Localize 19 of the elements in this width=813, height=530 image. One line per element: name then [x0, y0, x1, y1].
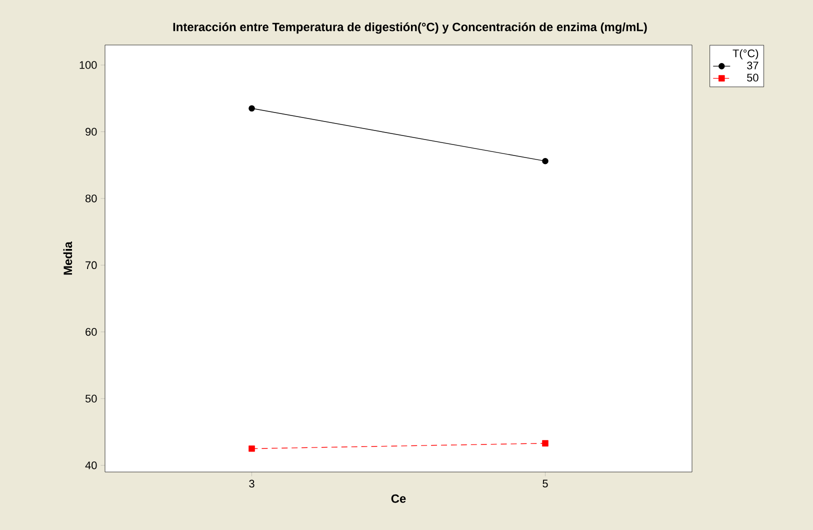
- x-tick-label: 3: [249, 480, 254, 488]
- y-tick-label: 40: [85, 461, 97, 470]
- y-tick-label: 80: [86, 194, 97, 202]
- y-axis-title: Media: [63, 241, 72, 275]
- point: [542, 158, 548, 164]
- chart-title: Interacción entre Temperatura de digestión(°C) y Concentración de enzima (mg/mL): [173, 22, 647, 34]
- point: [248, 446, 255, 452]
- y-tick-label: 70: [86, 261, 97, 270]
- legend-label: 37: [747, 62, 758, 70]
- y-tick-label: 60: [86, 328, 97, 336]
- legend-label: 50: [747, 74, 758, 82]
- legend-title: T(°C): [732, 49, 758, 60]
- x-axis-title: Ce: [391, 494, 406, 503]
- x-tick-label: 5: [542, 480, 548, 488]
- y-tick-label: 90: [86, 128, 97, 136]
- point: [248, 105, 255, 112]
- y-tick-label: 100: [80, 61, 97, 69]
- point: [542, 440, 548, 446]
- y-tick-label: 50: [85, 394, 97, 402]
